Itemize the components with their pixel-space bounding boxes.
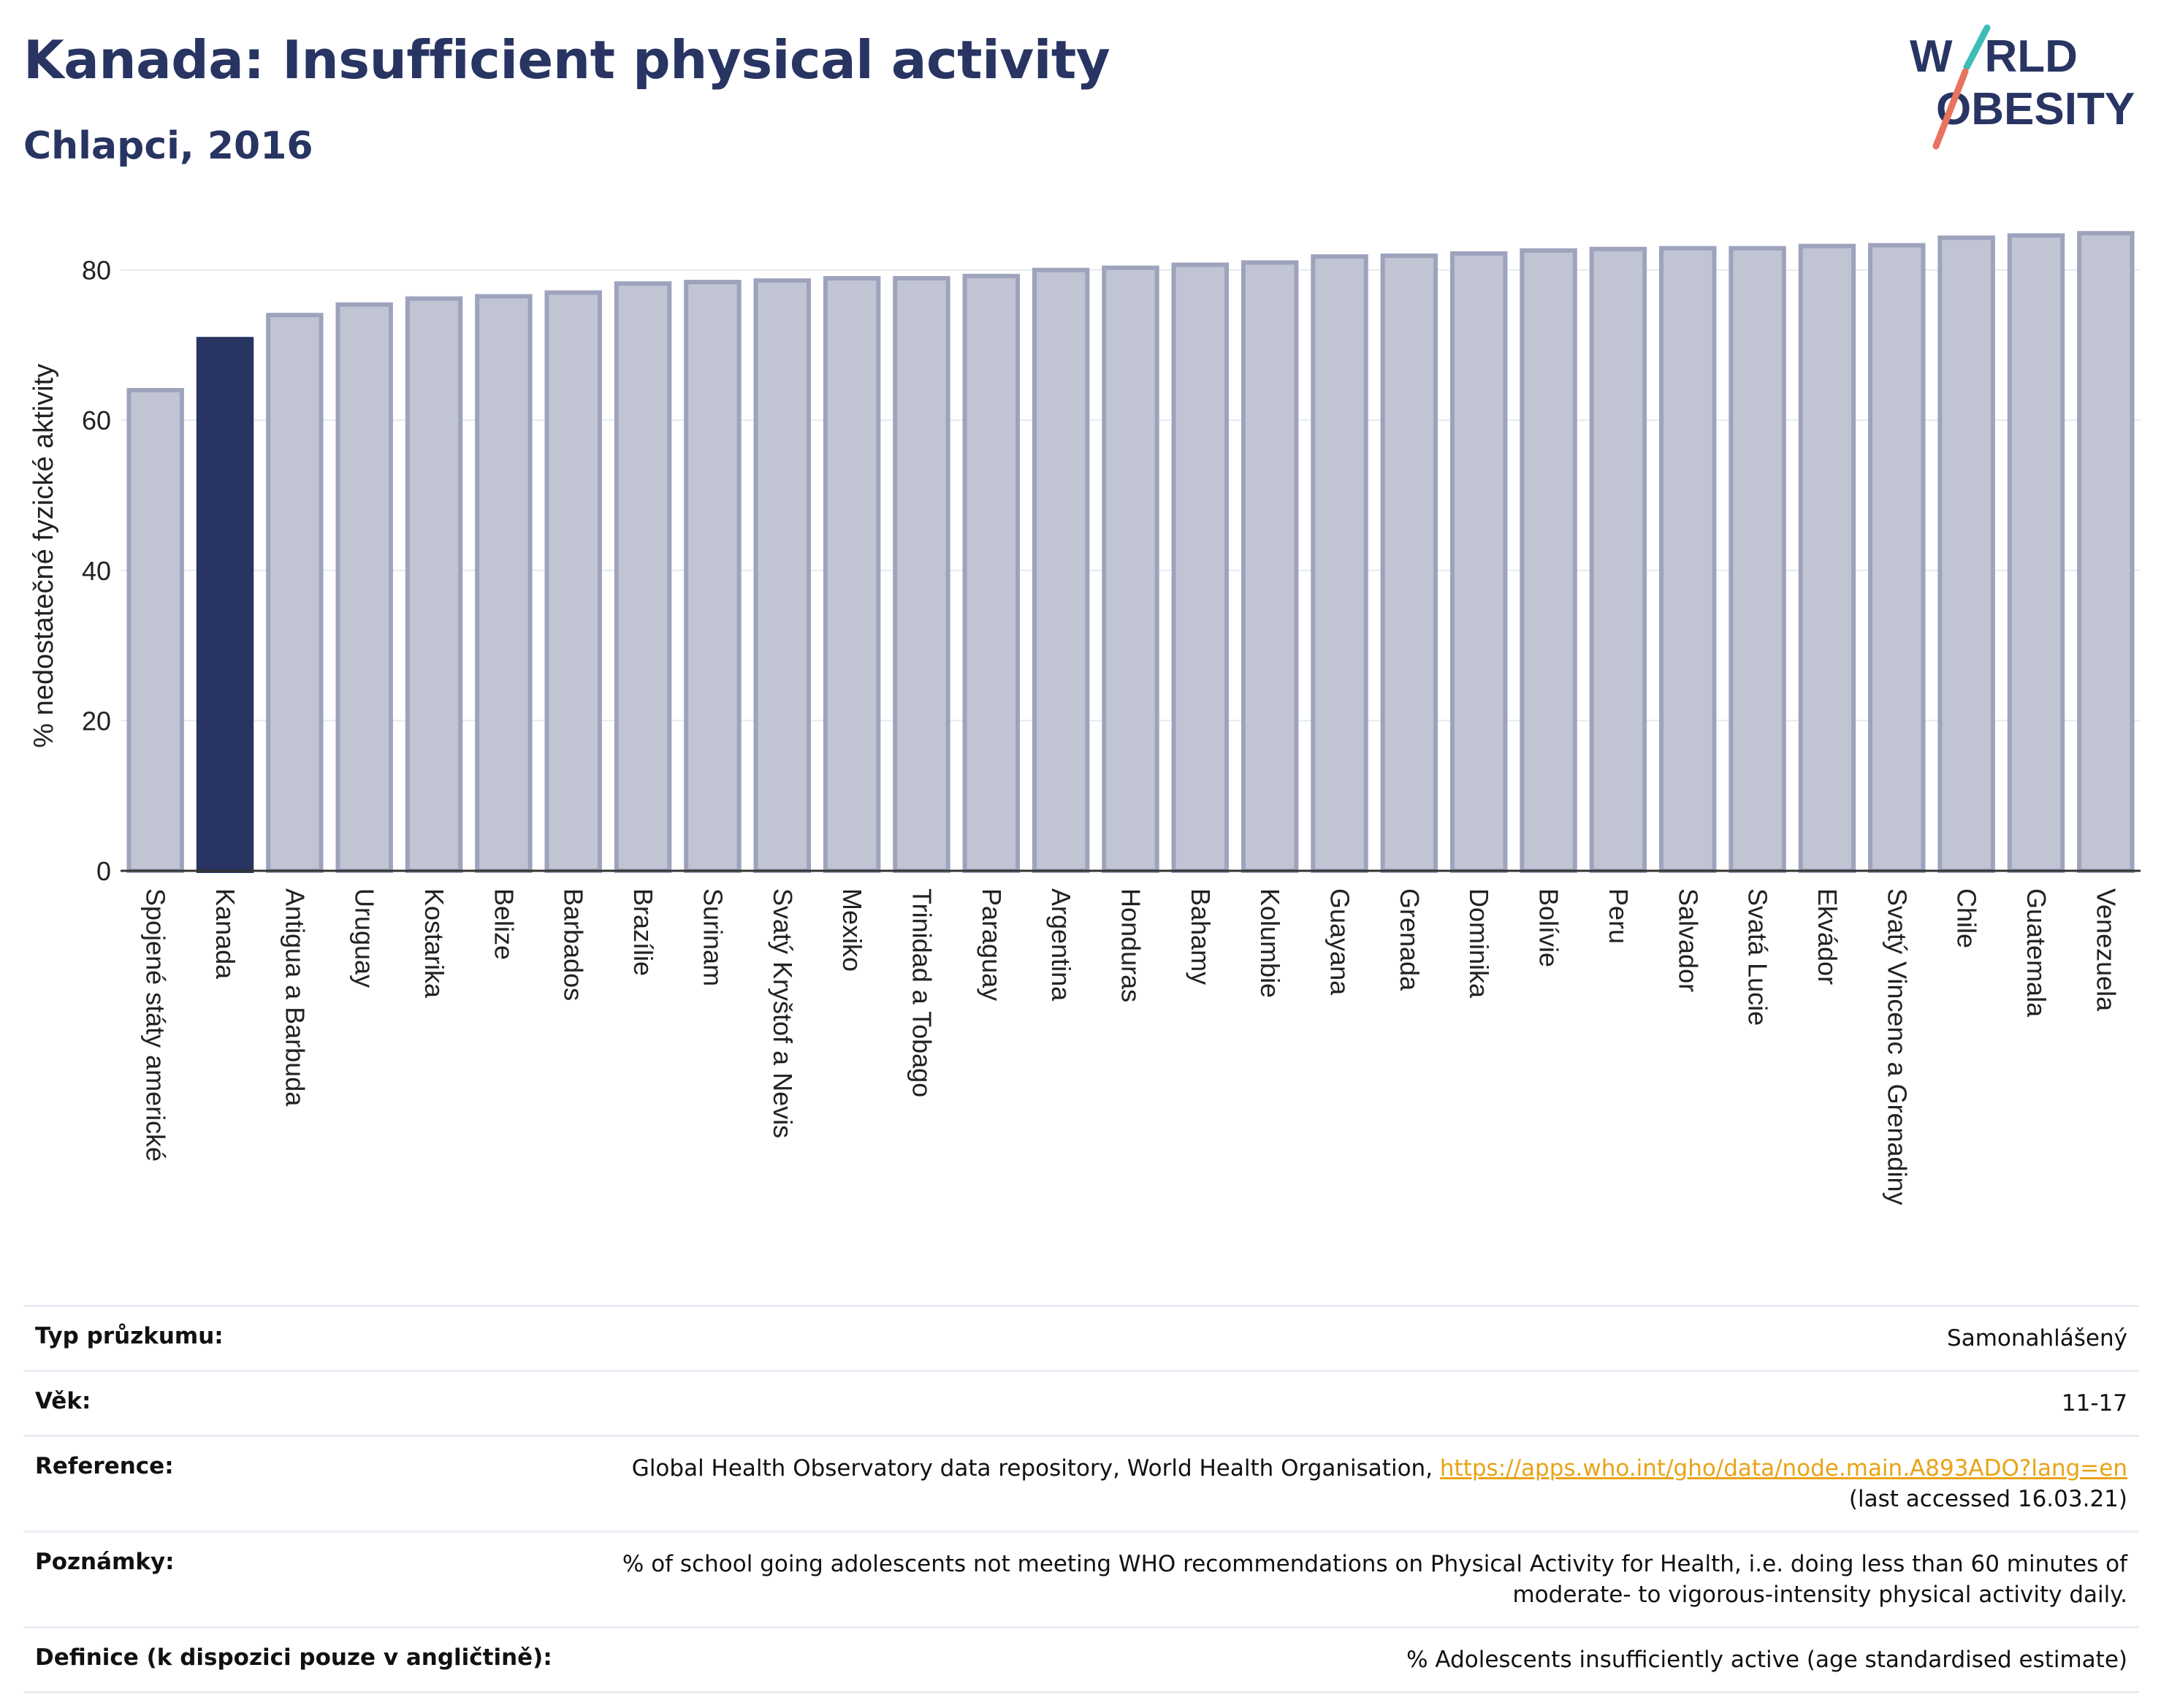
metadata-table: Typ průzkumu: Samonahlášený Věk: 11-17 Refer…: [23, 1305, 2139, 1693]
bar-honduras: [1102, 265, 1159, 874]
x-tick-label: Kostarika: [419, 888, 449, 999]
x-axis-labels: Spojené státy americké Kanada Antigua a Ba…: [141, 888, 2122, 1205]
x-tick-label: Salvador: [1673, 888, 1703, 992]
x-tick-label: Ekvádor: [1813, 888, 1842, 985]
x-tick-label: Dominika: [1464, 888, 1494, 999]
metadata-value: Samonahlášený: [563, 1305, 2139, 1372]
bar-bahamy: [1171, 262, 1230, 874]
x-tick-label: Trinidad a Tobago: [907, 888, 937, 1097]
bar-kostarika: [405, 296, 463, 873]
y-tick-label: 20: [82, 706, 111, 736]
bar-belize: [475, 294, 533, 873]
bar-kolumbie: [1240, 260, 1299, 873]
metadata-key: Poznámky:: [23, 1530, 564, 1628]
bar-antigua-a-barbuda: [266, 313, 324, 873]
x-tick-label: Grenada: [1395, 888, 1425, 991]
x-tick-label: Argentina: [1046, 888, 1076, 1002]
metadata-key: Definice (k dispozici pouze v angličtině…: [23, 1626, 564, 1693]
x-tick-label: Surinam: [698, 888, 728, 986]
bar-salvador: [1659, 245, 1717, 873]
bar-chart: 0 20 40 60 80 Spojené státy americké Kanada An…: [28, 231, 2141, 1205]
metadata-row: Reference: Global Health Observatory data…: [23, 1435, 2139, 1533]
metadata-value-text: % Adolescents insufficiently active (age…: [1406, 1647, 2127, 1673]
x-tick-label: Guatemala: [2021, 888, 2051, 1018]
x-tick-label: Spojené státy americké: [141, 888, 171, 1162]
x-tick-label: Paraguay: [977, 888, 1007, 1001]
metadata-row: Poznámky: % of school going adolescents n…: [23, 1530, 2139, 1628]
x-tick-label: Antigua a Barbuda: [280, 888, 310, 1107]
metadata-row: Definice (k dispozici pouze v angličtině…: [23, 1626, 2139, 1693]
metadata-value: Global Health Observatory data repositor…: [563, 1435, 2139, 1533]
svg-text:OBESITY: OBESITY: [1936, 84, 2135, 134]
y-tick-label: 0: [96, 856, 111, 886]
bar-brazílie: [614, 281, 672, 873]
x-tick-label: Svatá Lucie: [1743, 888, 1773, 1026]
bar-grenada: [1380, 253, 1438, 874]
x-tick-label: Kanada: [210, 888, 240, 980]
bar-dominika: [1449, 251, 1508, 873]
x-tick-label: Barbados: [559, 888, 589, 1001]
bar-svatá-lucie: [1729, 245, 1786, 873]
x-tick-label: Kolumbie: [1255, 888, 1285, 998]
bar-bolívie: [1520, 248, 1577, 873]
metadata-value: 11-17: [563, 1370, 2139, 1437]
bar-kanada: [196, 337, 254, 873]
x-tick-label: Mexiko: [837, 888, 867, 972]
x-tick-label: Bolívie: [1534, 888, 1564, 967]
x-tick-label: Brazílie: [628, 888, 658, 976]
bar-chile: [1937, 235, 1995, 874]
chart-subtitle: Chlapci, 2016: [23, 124, 313, 168]
bar-guatemala: [2007, 233, 2065, 873]
bar-spojené-státy-americké: [126, 388, 184, 873]
x-tick-label: Venezuela: [2091, 888, 2121, 1012]
bar-trinidad-a-tobago: [893, 275, 950, 873]
bar-svatý-vincenc-a-grenadiny: [1868, 243, 1926, 873]
last-accessed-text: (last accessed 16.03.21): [1848, 1486, 2127, 1512]
bar-guayana: [1311, 254, 1368, 873]
y-axis-label: % nedostatečné fyzické aktivity: [28, 364, 59, 748]
bars: [121, 231, 2141, 874]
x-tick-label: Belize: [489, 888, 519, 960]
x-tick-label: Guayana: [1325, 888, 1355, 996]
bar-ekvádor: [1798, 243, 1856, 874]
bar-peru: [1589, 246, 1647, 874]
bar-argentina: [1032, 267, 1090, 874]
x-tick-label: Bahamy: [1186, 888, 1216, 985]
x-tick-label: Svatý Kryštof a Nevis: [768, 888, 798, 1138]
bar-venezuela: [2077, 231, 2135, 873]
metadata-row: Typ průzkumu: Samonahlášený: [23, 1305, 2139, 1372]
bar-paraguay: [962, 273, 1021, 874]
metadata-value-text: Samonahlášený: [1947, 1325, 2127, 1351]
metadata-value-text: 11-17: [2061, 1390, 2127, 1417]
bar-barbados: [544, 290, 602, 873]
metadata-row: Věk: 11-17: [23, 1370, 2139, 1437]
x-tick-label: Svatý Vincenc a Grenadiny: [1882, 888, 1912, 1205]
y-tick-label: 60: [82, 405, 111, 435]
metadata-key: Typ průzkumu:: [23, 1305, 564, 1372]
x-tick-label: Honduras: [1116, 888, 1146, 1002]
metadata-key: Reference:: [23, 1435, 564, 1533]
bar-surinam: [684, 280, 742, 874]
x-tick-label: Peru: [1604, 888, 1634, 944]
y-tick-label: 40: [82, 556, 111, 586]
y-tick-label: 80: [82, 256, 111, 286]
bar-mexiko: [823, 275, 881, 873]
bar-svatý-kryštof-a-nevis: [753, 278, 812, 873]
chart-title: Kanada: Insufficient physical activity: [23, 29, 1110, 91]
y-axis: 0 20 40 60 80: [82, 256, 111, 886]
reference-link[interactable]: https://apps.who.int/gho/data/node.main.…: [1439, 1455, 2127, 1482]
x-tick-label: Uruguay: [350, 888, 380, 988]
metadata-value-text: Global Health Observatory data repositor…: [631, 1455, 1440, 1482]
metadata-value: % Adolescents insufficiently active (age…: [563, 1626, 2139, 1693]
metadata-value-text: % of school going adolescents not meetin…: [622, 1551, 2127, 1608]
x-tick-label: Chile: [1952, 888, 1982, 948]
metadata-key: Věk:: [23, 1370, 564, 1437]
metadata-value: % of school going adolescents not meetin…: [563, 1530, 2139, 1628]
bar-uruguay: [335, 302, 393, 873]
